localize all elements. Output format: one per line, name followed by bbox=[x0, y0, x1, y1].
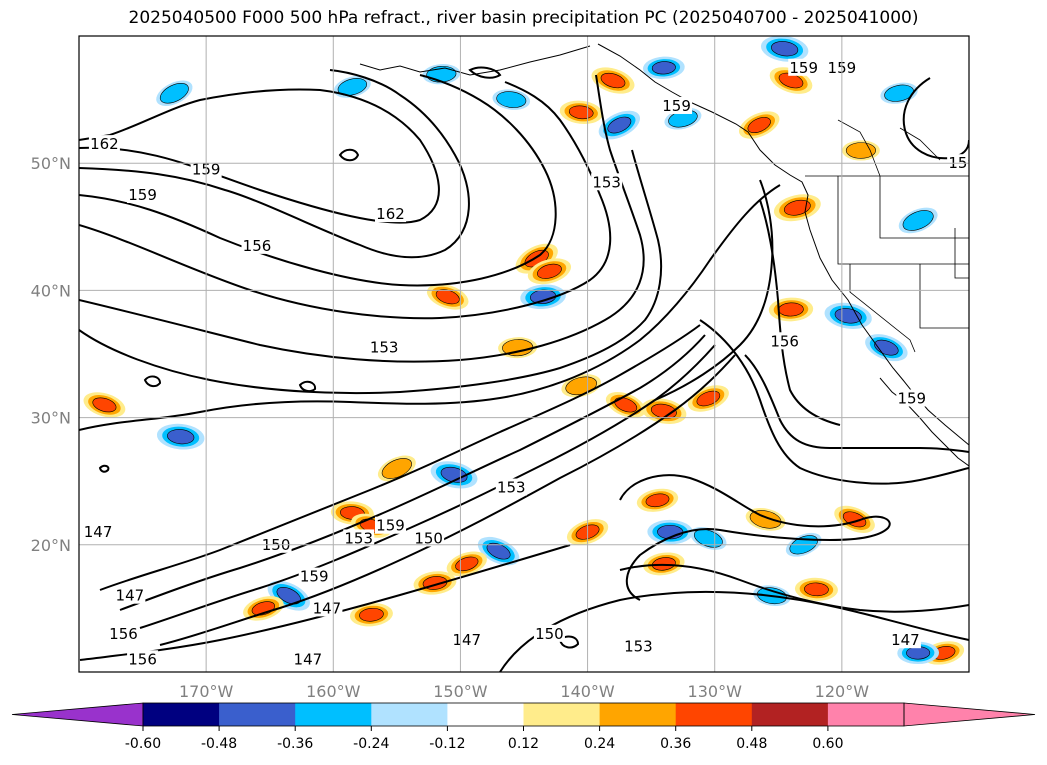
contour-label: 156 bbox=[128, 650, 157, 668]
coastline bbox=[597, 43, 969, 446]
coastline-baja bbox=[879, 377, 969, 467]
colorbar-tick-label: 0.36 bbox=[660, 736, 691, 752]
precip-patch bbox=[559, 100, 603, 124]
colorbar-bin bbox=[219, 703, 296, 726]
precip-patch bbox=[477, 536, 520, 566]
colorbar-bin bbox=[827, 703, 905, 726]
precip-patch bbox=[768, 297, 814, 322]
precip-patch bbox=[643, 56, 685, 79]
precip-patch bbox=[333, 75, 371, 98]
precip-patch bbox=[898, 207, 938, 234]
precip-patch bbox=[598, 110, 641, 140]
contour-label: 147 bbox=[313, 599, 342, 617]
colorbar-bin bbox=[751, 703, 829, 726]
colorbar-tick-label: -0.48 bbox=[201, 736, 237, 752]
precip-patch bbox=[156, 423, 205, 450]
contour-label: 159 bbox=[897, 390, 926, 408]
map-frame bbox=[78, 35, 970, 673]
precip-patch bbox=[738, 111, 780, 139]
contour-label: 153 bbox=[497, 479, 526, 497]
precip-patch bbox=[760, 36, 809, 62]
lat-label: 30°N bbox=[31, 409, 71, 428]
contour-label: 159 bbox=[300, 568, 329, 586]
precip-patch bbox=[690, 526, 727, 550]
precip-patch bbox=[842, 140, 880, 161]
contour-label: 162 bbox=[376, 205, 405, 223]
map-title: 2025040500 F000 500 hPa refract., river … bbox=[128, 8, 919, 28]
lon-label: 120°W bbox=[815, 682, 870, 701]
refractivity-contours bbox=[79, 69, 969, 672]
precip-patch bbox=[834, 505, 875, 533]
colorbar-under-triangle bbox=[11, 702, 144, 727]
colorbar-tick-label: 0.48 bbox=[736, 736, 767, 752]
longitude-labels: 170°W 160°W 150°W 140°W 130°W 120°W bbox=[179, 682, 869, 701]
refractivity-contours-small bbox=[98, 66, 580, 649]
precip-patch bbox=[349, 603, 393, 627]
contour-label: 147 bbox=[294, 650, 323, 668]
colorbar-bin bbox=[447, 703, 524, 726]
contour-label: 153 bbox=[344, 529, 373, 547]
contour-label: 147 bbox=[891, 631, 920, 649]
colorbar-bin bbox=[599, 703, 677, 726]
precip-patch bbox=[243, 596, 284, 621]
lon-label: 150°W bbox=[433, 682, 488, 701]
precip-patch bbox=[156, 80, 193, 106]
lat-label: 50°N bbox=[31, 154, 71, 173]
colorbar-over-triangle bbox=[903, 702, 1036, 727]
precip-patch bbox=[591, 67, 635, 94]
colorbar-tick-label: -0.60 bbox=[125, 736, 161, 752]
contour-label: 159 bbox=[662, 97, 691, 115]
contour-label: 156 bbox=[109, 625, 138, 643]
latitude-labels: 50°N 40°N 30°N 20°N bbox=[31, 154, 71, 555]
contour-label: 147 bbox=[116, 587, 145, 605]
contour-label: 150 bbox=[414, 529, 443, 547]
coastline-alaska bbox=[359, 45, 591, 76]
precip-patch bbox=[794, 577, 838, 601]
lat-label: 20°N bbox=[31, 536, 71, 555]
colorbar-bin bbox=[675, 703, 753, 726]
colorbar-bin bbox=[523, 703, 601, 726]
precip-patch bbox=[605, 391, 646, 418]
lat-label: 40°N bbox=[31, 281, 71, 300]
colorbar-tick-label: 0.60 bbox=[812, 736, 843, 752]
precip-patch bbox=[636, 488, 679, 512]
contour-label: 156 bbox=[243, 237, 272, 255]
contour-label: 150 bbox=[535, 625, 564, 643]
colorbar: -0.60 -0.48 -0.36 -0.24 -0.12 0.12 0.24 0.36 0.4… bbox=[11, 702, 1036, 752]
contour-label: 153 bbox=[592, 173, 621, 191]
lon-label: 130°W bbox=[688, 682, 743, 701]
colorbar-bin bbox=[295, 703, 372, 726]
lon-label: 140°W bbox=[560, 682, 615, 701]
precip-patch bbox=[446, 551, 487, 577]
lon-label: 160°W bbox=[306, 682, 361, 701]
contour-label: 153 bbox=[370, 339, 399, 357]
contour-label: 159 bbox=[376, 517, 405, 535]
contour-label: 147 bbox=[452, 631, 481, 649]
contour-label: 156 bbox=[770, 332, 799, 350]
graticule bbox=[79, 36, 969, 672]
colorbar-tick-label: -0.12 bbox=[429, 736, 465, 752]
colorbar-tick-label: 0.24 bbox=[584, 736, 615, 752]
precip-patch bbox=[83, 392, 126, 418]
precip-patch bbox=[527, 258, 572, 285]
contour-label: 159 bbox=[128, 186, 157, 204]
precip-patch bbox=[492, 89, 531, 110]
colorbar-bin bbox=[143, 703, 220, 726]
contour-label: 147 bbox=[84, 523, 113, 541]
contour-label: 159 bbox=[789, 59, 818, 77]
colorbar-tick-label: 0.12 bbox=[508, 736, 539, 752]
contour-label: 153 bbox=[624, 638, 653, 656]
lon-label: 170°W bbox=[179, 682, 234, 701]
colorbar-tick-label: -0.24 bbox=[353, 736, 389, 752]
contour-label: 162 bbox=[90, 135, 119, 153]
colorbar-bin bbox=[371, 703, 448, 726]
colorbar-tick-label: -0.36 bbox=[277, 736, 313, 752]
